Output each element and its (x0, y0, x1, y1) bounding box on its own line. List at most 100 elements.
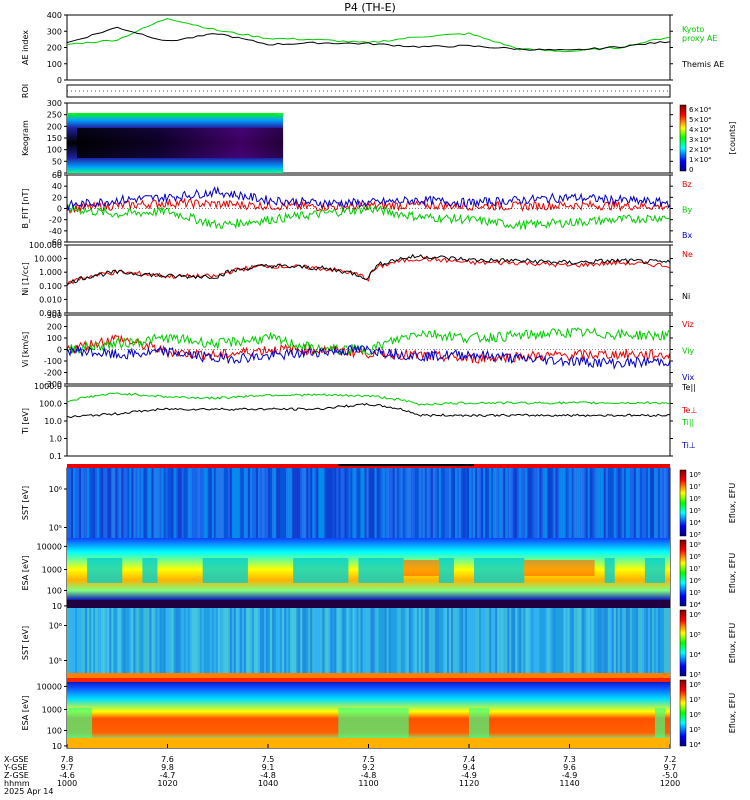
sst-stripe (563, 468, 566, 538)
density-tick-label: 0.001 (39, 309, 62, 318)
xaxis-row-label: X-GSE (4, 755, 29, 764)
sst-i-colorbar-tick: 10⁶ (689, 611, 701, 619)
sst-stripe (149, 608, 152, 678)
sst-stripe (539, 608, 542, 678)
ae-tick-label: 400 (47, 11, 62, 20)
sst-stripe (288, 608, 291, 678)
ae-series-kyoto-proxy-ae (66, 17, 671, 53)
ae-legend-themis: Themis AE (681, 60, 724, 69)
sst-stripe (444, 608, 448, 678)
sst-stripe (575, 608, 578, 678)
sst-stripe (229, 608, 233, 678)
sst-stripe (280, 468, 283, 538)
sst-stripe (469, 468, 472, 538)
density-series-ni (66, 253, 671, 285)
xaxis-z-value: -4.8 (260, 771, 276, 780)
temperature-legend-item: Ti|| (681, 418, 694, 427)
temperature-tick-label: 0.1 (49, 452, 62, 461)
sst-stripe (444, 468, 448, 538)
sst-stripe (448, 468, 452, 538)
sst-stripe (374, 608, 377, 678)
sst-e-colorbar-tick: 10⁷ (689, 483, 701, 491)
xaxis-z-value: -4.9 (461, 771, 477, 780)
keogram-tick-label: 100 (47, 146, 62, 155)
esa-i-top-band (67, 678, 670, 682)
sst-stripe (631, 468, 635, 538)
sst-stripe (613, 608, 617, 678)
sst-stripe (308, 608, 311, 678)
sst-stripe (464, 608, 468, 678)
keogram-ylabel: Keogram (21, 120, 30, 156)
sst-stripe (334, 608, 337, 678)
sst-stripe (257, 468, 261, 538)
xaxis-time-value: 1000 (57, 779, 77, 788)
sst-stripe (462, 468, 466, 538)
esa-e-colorbar-tick: 10⁶ (689, 577, 701, 585)
sst-stripe (247, 608, 251, 678)
sst-stripe (635, 608, 639, 678)
figure-title: P4 (TH-E) (344, 1, 396, 14)
sst-stripe (647, 608, 651, 678)
sst-stripe (356, 468, 359, 538)
sst-stripe (235, 608, 239, 678)
sst-stripe (131, 608, 134, 678)
sst-stripe (535, 608, 538, 678)
sst-stripe (471, 608, 474, 678)
sst-stripe (450, 468, 454, 538)
sst-stripe (324, 468, 327, 538)
sst-stripe (322, 608, 325, 678)
keogram-colorbar-tick: 3×10⁴ (689, 136, 711, 144)
sst-stripes (67, 468, 671, 538)
sst-stripe (372, 608, 375, 678)
esa-i-colorbar-tick: 10⁸ (689, 681, 701, 689)
sst-stripe (71, 608, 74, 678)
sst-stripe (215, 468, 219, 538)
sst-stripe (69, 608, 72, 678)
sst-stripe (430, 468, 434, 538)
sst-stripe (109, 608, 112, 678)
sst-stripe (446, 608, 450, 678)
sst-stripe (221, 608, 225, 678)
sst-stripe (547, 608, 550, 678)
panel-frame-density (66, 244, 671, 314)
sst-stripe (125, 468, 128, 538)
sst-stripe (617, 608, 621, 678)
sst-stripe (233, 468, 237, 538)
sst-stripe (137, 468, 140, 538)
sst-stripe (649, 608, 653, 678)
sst-stripe (296, 608, 299, 678)
keogram-core (77, 128, 284, 158)
temperature-series-teparpar (66, 402, 671, 419)
sst-i-tick-label: 10⁶ (49, 622, 62, 631)
sst-stripe (517, 608, 520, 678)
sst-stripe (199, 468, 202, 538)
sst-stripe (483, 608, 486, 678)
sst-stripe (157, 468, 160, 538)
density-tick-label: 100.000 (29, 241, 62, 250)
esa-e-quiet-span (438, 558, 454, 583)
xaxis-y-value: 9.4 (463, 763, 476, 772)
sst-stripe (284, 468, 287, 538)
sst-i-colorbar-tick: 10⁴ (689, 651, 701, 659)
sst-stripe (460, 608, 464, 678)
sst-stripe (414, 468, 418, 538)
sst-stripe (358, 468, 361, 538)
sst-stripe (571, 468, 574, 538)
xaxis-time-value: 1140 (559, 779, 579, 788)
sst-stripe (485, 608, 488, 678)
sst-stripe (185, 468, 188, 538)
esa-i-quiet-span (338, 708, 409, 738)
sst-stripe (366, 608, 369, 678)
esa-i-quiet-span (469, 708, 490, 738)
sst-stripe (507, 468, 510, 538)
sst-stripe (195, 468, 198, 538)
xaxis-x-value: 7.3 (563, 755, 576, 764)
sst-stripe (318, 468, 321, 538)
sst-stripe (354, 468, 357, 538)
sst-stripe (95, 468, 98, 538)
sst-stripe (187, 468, 190, 538)
sst-stripe (657, 608, 661, 678)
sst-stripe (541, 468, 544, 538)
sst-stripe (521, 608, 524, 678)
sst-stripe (276, 608, 279, 678)
